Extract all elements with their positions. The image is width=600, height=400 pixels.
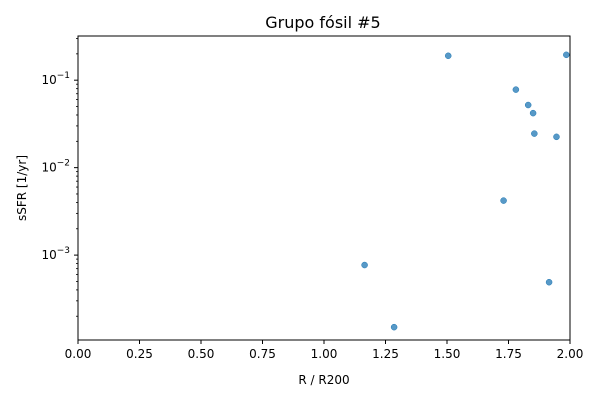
y-axis: 10−3 10−2 10−1 [41, 38, 78, 317]
y-axis-label: sSFR [1/yr] [15, 155, 29, 221]
x-tick-label: 0.00 [65, 347, 92, 361]
y-tick-label: 10−3 [41, 246, 70, 262]
axes-frame [77, 35, 571, 341]
scatter-point [524, 101, 532, 109]
x-axis: 0.00 0.25 0.50 0.75 1.00 1.25 1.50 1.75 2.00 [65, 340, 584, 361]
scatter-point [553, 133, 560, 141]
x-tick-label: 0.50 [188, 347, 215, 361]
scatter-point [545, 278, 553, 286]
scatter-point [500, 197, 507, 204]
x-tick-label: 0.75 [249, 347, 276, 361]
x-tick-label: 2.00 [557, 347, 584, 361]
scatter-point [512, 86, 520, 93]
x-tick-label: 0.25 [126, 347, 153, 361]
scatter-point [563, 51, 570, 59]
plot-area [361, 51, 570, 331]
x-tick-label: 1.50 [434, 347, 461, 361]
scatter-point [531, 130, 538, 137]
x-tick-label: 1.25 [372, 347, 399, 361]
y-tick-label: 10−1 [41, 71, 70, 87]
scatter-point [444, 52, 452, 60]
x-axis-label: R / R200 [298, 373, 349, 387]
y-tick-label: 10−2 [41, 159, 70, 175]
x-tick-label: 1.00 [311, 347, 338, 361]
scatter-point [529, 109, 537, 117]
chart-title: Grupo fósil #5 [265, 13, 380, 32]
scatter-point [390, 323, 398, 331]
x-tick-label: 1.75 [495, 347, 522, 361]
scatter-point [361, 261, 368, 269]
